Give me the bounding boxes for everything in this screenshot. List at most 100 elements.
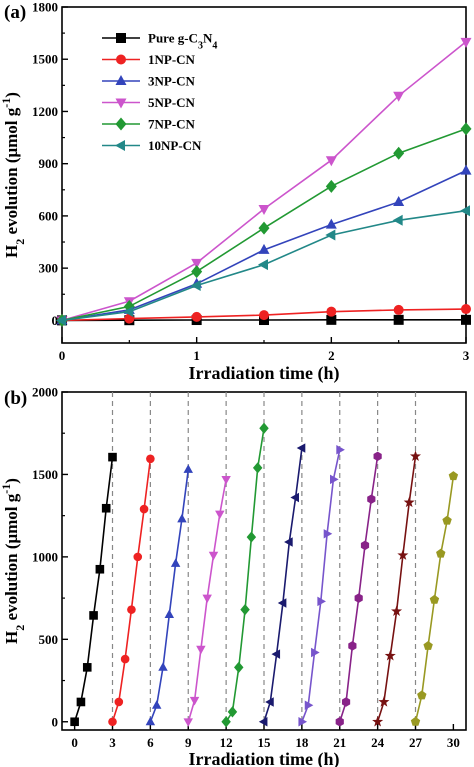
panel-a-data-point [326, 306, 337, 317]
panel-b-data-point [429, 594, 440, 604]
panel-b-data-point [298, 717, 308, 727]
panel-b-data-point [127, 605, 136, 614]
legend-marker [115, 98, 127, 109]
panel-a-data-point [325, 179, 337, 193]
panel-a-data-point [191, 265, 203, 279]
panel-a-data-point [191, 311, 202, 322]
panel-a-ytick-label: 1200 [32, 104, 58, 119]
panel-a-data-point [326, 314, 337, 325]
panel-b-data-point [95, 564, 105, 574]
panel-b-cycle-line [263, 447, 303, 723]
panel-a-data-point [460, 37, 472, 48]
panel-b-data-point [82, 663, 92, 672]
panel-b-data-point [436, 548, 446, 558]
panel-b-cycle-6 [258, 443, 306, 727]
legend-item: 10NP-CN [102, 138, 202, 153]
panel-b-ytick-label: 500 [39, 632, 59, 647]
panel-b-data-point [341, 697, 351, 707]
panel-a-xtick-label: 1 [193, 348, 200, 363]
legend-item: 5NP-CN [102, 95, 196, 110]
panel-b-data-point [265, 697, 274, 707]
panel-b-data-point [196, 645, 206, 655]
panel-b-cycle-line [111, 458, 152, 723]
panel-b-data-point [311, 647, 320, 658]
panel-b-ylabel: H2 evolution (μmol g-1) [0, 478, 27, 644]
panel-a-xlabel: Irradiation time (h) [189, 363, 340, 384]
panel-b-data-point [120, 654, 130, 664]
panel-b-data-point [240, 604, 250, 616]
panel-b-data-point [403, 496, 415, 508]
panel-b-data-point [323, 529, 333, 539]
panel-b-data-point [367, 494, 376, 504]
panel-b-data-point [373, 451, 382, 462]
panel-b-cycle-1 [70, 452, 117, 727]
panel-b-data-point [409, 450, 422, 461]
panel-b-data-point [423, 640, 433, 650]
panel-b-label: (b) [4, 388, 28, 409]
legend-label: 5NP-CN [148, 95, 196, 110]
panel-b-data-point [330, 474, 339, 485]
panel-b-data-point [170, 558, 181, 567]
panel-a-data-point [325, 156, 337, 167]
panel-a-series-2 [56, 164, 472, 325]
panel-b-ytick-label: 1500 [32, 467, 58, 482]
legend-marker [115, 75, 127, 85]
legend-label: Pure g-C3N4 [148, 31, 217, 52]
panel-b-data-point [202, 594, 212, 604]
panel-b-data-point [335, 717, 344, 727]
panel-b-xtick-label: 9 [185, 735, 192, 750]
panel-a-data-point [325, 229, 336, 241]
panel-b-data-point [177, 513, 187, 523]
panel-a-ytick-label: 1500 [32, 52, 58, 67]
panel-b-data-point [183, 464, 193, 473]
panel-b-data-point [317, 596, 326, 607]
panel-a-ytick-label: 900 [39, 156, 59, 171]
legend-item: 3NP-CN [102, 74, 196, 89]
panel-b-data-point [189, 696, 200, 706]
panel-a-ylabel: H2 evolution (μmol g-1) [0, 92, 27, 258]
panel-b-cycle-2 [108, 454, 155, 727]
panel-a-xtick-label: 0 [59, 348, 66, 363]
panel-b-data-point [246, 531, 257, 543]
panel-b-data-point [133, 552, 143, 562]
panel-b-cycle-line [149, 469, 190, 723]
panel-b-xtick-label: 12 [220, 735, 233, 750]
panel-a-data-point [460, 205, 470, 217]
panel-a-series-5 [56, 205, 470, 326]
panel-b-data-point [215, 510, 225, 520]
panel-b-data-point [360, 540, 370, 551]
panel-b-data-point [290, 492, 299, 503]
panel-b-data-point [227, 706, 238, 718]
panel-a-ytick-label: 0 [52, 313, 59, 328]
panel-b-data-point [336, 444, 345, 455]
legend-marker [115, 140, 125, 151]
panel-b-data-point [378, 696, 390, 707]
panel-a-data-point [393, 91, 405, 102]
panel-a-data-point [258, 243, 270, 254]
panel-b-cycle-5 [221, 422, 269, 728]
panel-a-ytick-label: 600 [39, 208, 59, 223]
panel-a-data-point [258, 204, 270, 215]
legend-label: 7NP-CN [148, 117, 196, 132]
panel-a-data-point [123, 306, 134, 318]
panel-b-xtick-label: 30 [447, 735, 460, 750]
legend-label: 3NP-CN [148, 74, 196, 89]
panel-b-data-point [145, 716, 156, 726]
panel-a-data-point [461, 304, 471, 315]
legend-label: 1NP-CN [148, 52, 196, 67]
legend-marker [115, 117, 127, 131]
panel-a-ytick-label: 1800 [32, 0, 58, 15]
panel-b-data-point [271, 649, 281, 659]
panel-a-series-4 [56, 122, 472, 327]
panel-b-data-point [70, 717, 79, 727]
panel-b-data-point [442, 515, 452, 525]
panel-a-xtick-label: 2 [328, 348, 335, 363]
legend-label: 10NP-CN [148, 138, 202, 153]
panel-b-data-point [296, 443, 306, 453]
panel-a-data-point [56, 314, 66, 326]
panel-b-data-point [348, 641, 357, 651]
panel-b-data-point [259, 422, 269, 434]
panel-b-data-point [114, 697, 124, 707]
panel-b-data-point [158, 662, 168, 671]
